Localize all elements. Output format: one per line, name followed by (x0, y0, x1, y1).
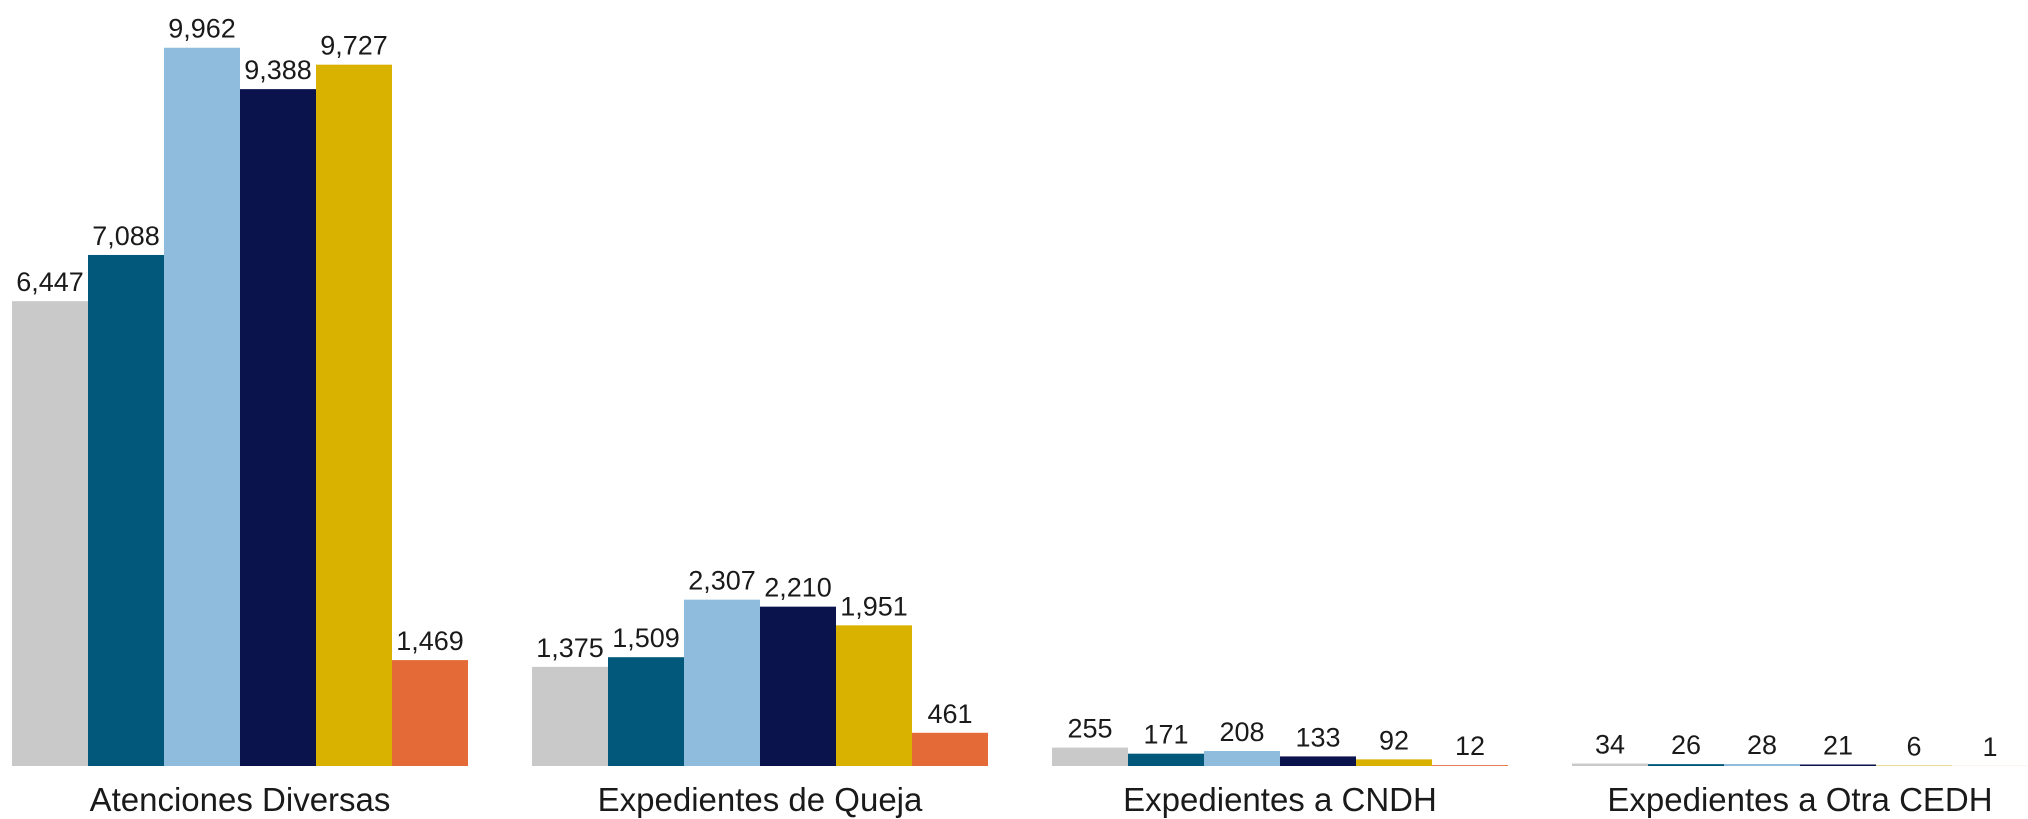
bar (12, 301, 88, 766)
value-label: 171 (1143, 720, 1188, 750)
bar (1052, 747, 1128, 766)
value-label: 9,727 (320, 31, 388, 61)
bar (836, 625, 912, 766)
value-label: 1,509 (612, 623, 680, 653)
category-label: Expedientes a Otra CEDH (1607, 781, 1992, 818)
bar (532, 666, 608, 766)
bar (1280, 756, 1356, 766)
value-label: 1,375 (536, 633, 604, 663)
bar (316, 64, 392, 767)
category-label: Expedientes a CNDH (1123, 781, 1437, 818)
category-label: Atenciones Diversas (90, 781, 391, 818)
value-label: 9,962 (168, 14, 236, 44)
bar (608, 657, 684, 766)
bar (88, 254, 164, 766)
value-label: 34 (1595, 730, 1625, 760)
value-label: 6 (1906, 732, 1921, 762)
value-label: 2,210 (764, 573, 832, 603)
bar (1572, 763, 1648, 766)
bar (684, 599, 760, 766)
bar (164, 47, 240, 766)
value-label: 28 (1747, 730, 1777, 760)
value-label: 26 (1671, 730, 1701, 760)
value-label: 1 (1982, 732, 1997, 762)
value-label: 255 (1067, 714, 1112, 744)
bar (1356, 759, 1432, 766)
value-label: 1,951 (840, 591, 908, 621)
bar (760, 606, 836, 766)
value-label: 208 (1219, 717, 1264, 747)
bar (240, 89, 316, 767)
bar (1128, 753, 1204, 766)
value-label: 9,388 (244, 55, 312, 85)
bar (1204, 751, 1280, 766)
bar (1432, 765, 1508, 766)
value-label: 21 (1823, 730, 1853, 760)
bar (1724, 763, 1800, 766)
category-label: Expedientes de Queja (598, 781, 923, 818)
bar (912, 732, 988, 766)
value-label: 133 (1295, 722, 1340, 752)
value-label: 6,447 (16, 267, 84, 297)
value-label: 1,469 (396, 626, 464, 656)
value-label: 2,307 (688, 566, 756, 596)
value-label: 7,088 (92, 221, 160, 251)
bar (392, 660, 468, 766)
value-label: 12 (1455, 731, 1485, 761)
value-label: 461 (927, 699, 972, 729)
value-label: 92 (1379, 725, 1409, 755)
bar (1648, 764, 1724, 766)
bar (1800, 764, 1876, 766)
